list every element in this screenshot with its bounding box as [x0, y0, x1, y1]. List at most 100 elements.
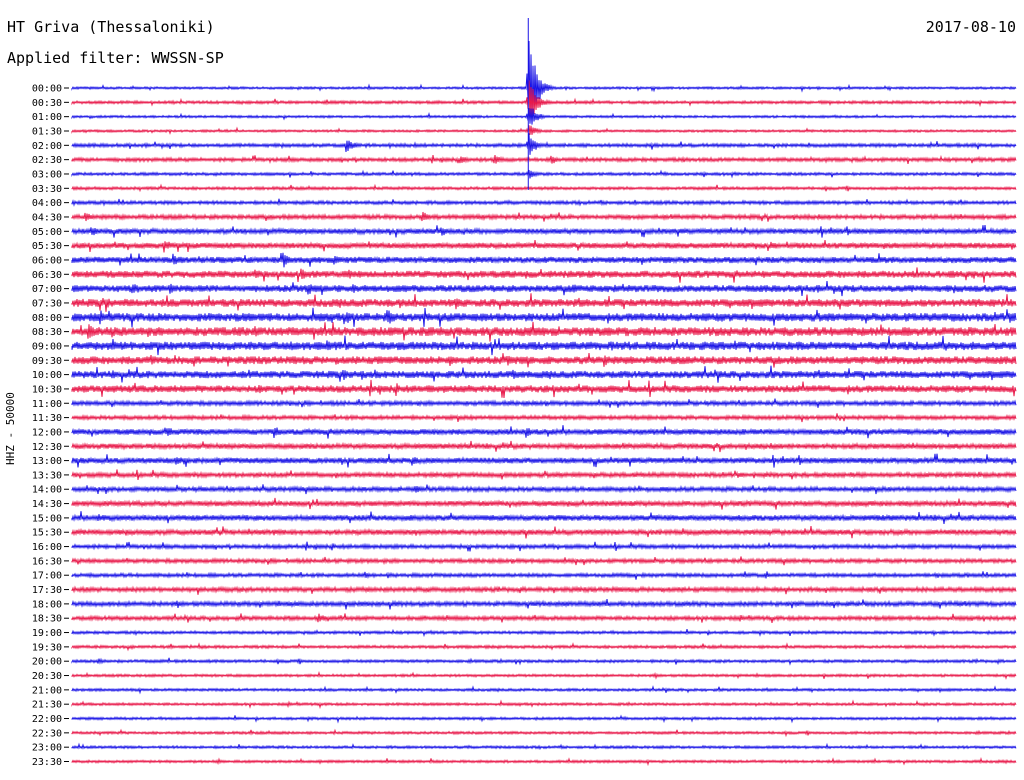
seismic-trace: [71, 425, 1017, 439]
row-time-label: 22:00: [32, 714, 62, 725]
row-time-label: 16:30: [32, 556, 62, 567]
row-time-label: 20:30: [32, 671, 62, 682]
seismic-trace: [71, 198, 1017, 207]
row-time-label: 05:30: [32, 241, 62, 252]
seismic-trace: [71, 657, 1017, 666]
row-time-label: 17:00: [32, 571, 62, 582]
seismic-trace: [71, 484, 1017, 495]
row-time-label: 10:00: [32, 370, 62, 381]
row-time-label: 18:30: [32, 614, 62, 625]
filter-label: Applied filter: WWSSN-SP: [7, 49, 224, 67]
seismic-trace: [71, 335, 1017, 356]
seismic-trace: [71, 240, 1017, 253]
row-time-label: 12:30: [32, 442, 62, 453]
row-time-label: 00:30: [32, 98, 62, 109]
row-time-label: 06:30: [32, 270, 62, 281]
row-time-label: 12:00: [32, 427, 62, 438]
seismic-trace: [71, 40, 1017, 121]
seismic-trace: [71, 108, 1017, 125]
date-label: 2017-08-10: [925, 18, 1016, 36]
seismic-trace: [71, 321, 1017, 342]
seismic-trace: [71, 511, 1017, 524]
row-time-label: 13:00: [32, 456, 62, 467]
seismic-trace: [71, 469, 1017, 480]
row-time-label: 13:30: [32, 470, 62, 481]
seismic-trace: [71, 642, 1017, 652]
seismic-trace: [71, 497, 1017, 510]
row-time-label: 11:00: [32, 399, 62, 410]
row-time-label: 16:00: [32, 542, 62, 553]
seismic-trace: [71, 398, 1017, 408]
row-time-label: 17:30: [32, 585, 62, 596]
seismic-trace: [71, 556, 1017, 566]
row-time-label: 09:30: [32, 356, 62, 367]
seismic-trace: [71, 80, 1017, 119]
row-time-label: 11:30: [32, 413, 62, 424]
row-time-label: 07:00: [32, 284, 62, 295]
seismic-trace: [71, 685, 1017, 695]
seismic-trace: [71, 541, 1017, 552]
row-time-label: 03:00: [32, 169, 62, 180]
row-time-label: 01:00: [32, 112, 62, 123]
seismic-trace: [71, 599, 1017, 610]
seismic-trace: [71, 154, 1017, 165]
row-time-label: 06:00: [32, 255, 62, 266]
seismic-trace: [71, 225, 1017, 238]
row-time-label: 23:30: [32, 757, 62, 768]
seismic-trace: [71, 211, 1017, 222]
seismic-trace: [71, 757, 1017, 767]
row-time-label: 22:30: [32, 728, 62, 739]
seismic-trace: [71, 353, 1017, 368]
row-time-label: 09:00: [32, 341, 62, 352]
row-time-label: 02:30: [32, 155, 62, 166]
row-time-label: 03:30: [32, 184, 62, 195]
seismic-trace: [71, 133, 1017, 155]
row-time-label: 23:00: [32, 743, 62, 754]
seismic-trace: [71, 699, 1017, 710]
seismic-trace: [71, 571, 1017, 580]
seismic-trace: [71, 628, 1017, 638]
row-time-label: 04:30: [32, 212, 62, 223]
seismic-trace: [71, 307, 1017, 328]
row-time-label: 00:00: [32, 84, 62, 95]
row-time-label: 08:30: [32, 327, 62, 338]
seismic-trace: [71, 613, 1017, 623]
row-time-label: 19:00: [32, 628, 62, 639]
row-time-label: 20:00: [32, 657, 62, 668]
seismic-trace: [71, 714, 1017, 724]
seismic-trace: [71, 526, 1017, 539]
row-time-label: 10:30: [32, 384, 62, 395]
seismic-trace: [71, 169, 1017, 179]
row-time-label: 15:30: [32, 528, 62, 539]
row-time-label: 14:30: [32, 499, 62, 510]
seismic-trace: [71, 742, 1017, 751]
row-time-label: 15:00: [32, 513, 62, 524]
seismic-trace: [71, 293, 1017, 312]
seismic-trace: [71, 281, 1017, 297]
row-time-label: 04:00: [32, 198, 62, 209]
seismic-trace: [71, 365, 1017, 383]
seismic-trace: [71, 379, 1017, 398]
station-title: HT Griva (Thessaloniki): [7, 18, 215, 36]
seismic-trace: [71, 453, 1017, 468]
row-time-label: 14:00: [32, 485, 62, 496]
row-time-label: 18:00: [32, 599, 62, 610]
seismic-trace: [71, 728, 1017, 738]
row-time-label: 02:00: [32, 141, 62, 152]
seismic-trace: [71, 440, 1017, 453]
seismic-trace: [71, 267, 1017, 283]
seismic-trace: [71, 585, 1017, 595]
row-time-label: 07:30: [32, 298, 62, 309]
row-time-label: 01:30: [32, 126, 62, 137]
seismic-trace: [71, 413, 1017, 423]
row-time-label: 21:30: [32, 700, 62, 711]
seismic-trace: [71, 671, 1017, 680]
seismic-trace: [71, 125, 1017, 135]
row-time-label: 05:00: [32, 227, 62, 238]
row-time-label: 19:30: [32, 642, 62, 653]
row-time-label: 08:00: [32, 313, 62, 324]
row-time-label: 21:00: [32, 685, 62, 696]
seismic-trace: [71, 252, 1017, 268]
seismic-trace: [71, 183, 1017, 193]
